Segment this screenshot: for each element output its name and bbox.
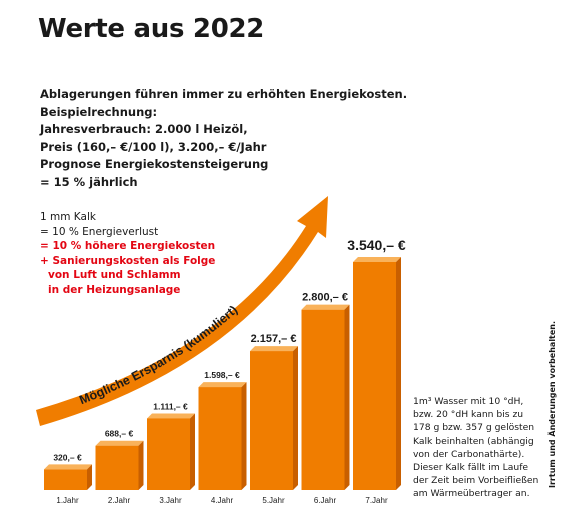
data-label: 3.540,– €: [347, 237, 406, 253]
intro-text: Ablagerungen führen immer zu erhöhten En…: [40, 86, 407, 191]
category-label: 2.Jahr: [108, 496, 131, 505]
data-label: 1.598,– €: [204, 370, 240, 380]
bar: [353, 262, 396, 490]
note-line: am Wärmeübertrager an.: [413, 488, 530, 500]
page-title: Werte aus 2022: [38, 14, 265, 44]
disclaimer: Irrtum und Änderungen vorbehalten.: [548, 320, 557, 488]
bar: [301, 309, 345, 490]
bar-side-face: [344, 304, 350, 490]
kalk-info: 1 mm Kalk = 10 % Energieverlust = 10 % h…: [40, 210, 215, 297]
bar: [250, 351, 293, 490]
bar-top-face: [198, 382, 247, 388]
note-line: bzw. 20 °dH kann bis zu: [413, 409, 524, 421]
kalk-line: 1 mm Kalk: [40, 211, 96, 223]
water-hardness-note: 1m³ Wasser mit 10 °dH, bzw. 20 °dH kann …: [413, 395, 538, 501]
bar-side-face: [87, 464, 92, 490]
bar-top-face: [353, 257, 401, 262]
bar-top-face: [147, 413, 195, 419]
bar-side-face: [190, 413, 195, 490]
data-label: 1.111,– €: [153, 401, 188, 411]
note-line: 1m³ Wasser mit 10 °dH,: [413, 396, 524, 407]
data-label: 2.800,– €: [302, 292, 348, 304]
kalk-line-highlight: von Luft und Schlamm: [48, 269, 181, 281]
kalk-line-highlight: in der Heizungsanlage: [48, 283, 181, 296]
category-label: 5.Jahr: [262, 496, 285, 505]
intro-line: Prognose Energiekostensteigerung: [40, 157, 269, 171]
category-label: 4.Jahr: [211, 496, 234, 505]
note-line: der Zeit beim Vorbeifließen: [413, 475, 539, 487]
bar-top-face: [250, 346, 298, 352]
bar-side-face: [396, 257, 401, 490]
intro-line: Jahresverbrauch: 2.000 l Heizöl,: [40, 122, 248, 136]
bar: [198, 387, 242, 490]
category-label: 3.Jahr: [159, 496, 182, 505]
note-line: Kalk beinhalten (abhängig: [413, 435, 534, 447]
bar: [147, 418, 190, 490]
intro-line: Ablagerungen führen immer zu erhöhten En…: [40, 87, 408, 101]
kalk-line-highlight: + Sanierungskosten als Folge: [40, 254, 216, 267]
bar: [95, 445, 139, 490]
bar: [44, 469, 87, 490]
data-label: 320,– €: [53, 452, 82, 462]
category-label: 6.Jahr: [314, 496, 337, 505]
intro-line: = 15 % jährlich: [40, 174, 138, 189]
note-line: von der Carbonathärte).: [413, 448, 525, 460]
intro-line: Beispielrechnung:: [40, 104, 158, 119]
intro-line: Preis (160,– €/100 l), 3.200,– €/Jahr: [40, 139, 267, 154]
note-line: 178 g bzw. 357 g gelösten: [413, 422, 535, 434]
note-line: Dieser Kalk fällt im Laufe: [413, 462, 529, 474]
bar-side-face: [293, 346, 298, 490]
bar-top-face: [301, 304, 350, 310]
data-label: 688,– €: [105, 429, 134, 439]
bar-side-face: [138, 440, 144, 490]
category-label: 1.Jahr: [56, 496, 79, 505]
savings-arrow: [36, 196, 328, 426]
bar-top-face: [44, 464, 92, 470]
kalk-line-highlight: = 10 % höhere Energiekosten: [40, 240, 216, 252]
bar-top-face: [95, 440, 144, 446]
bars-group: 320,– € 1.Jahr 688,– € 2.Jahr 1.111,– € 3.Jah…: [44, 237, 406, 505]
data-label: 2.157,– €: [251, 333, 297, 345]
kalk-line: = 10 % Energieverlust: [40, 225, 159, 238]
category-label: 7.Jahr: [365, 496, 388, 505]
bar-side-face: [241, 382, 247, 490]
